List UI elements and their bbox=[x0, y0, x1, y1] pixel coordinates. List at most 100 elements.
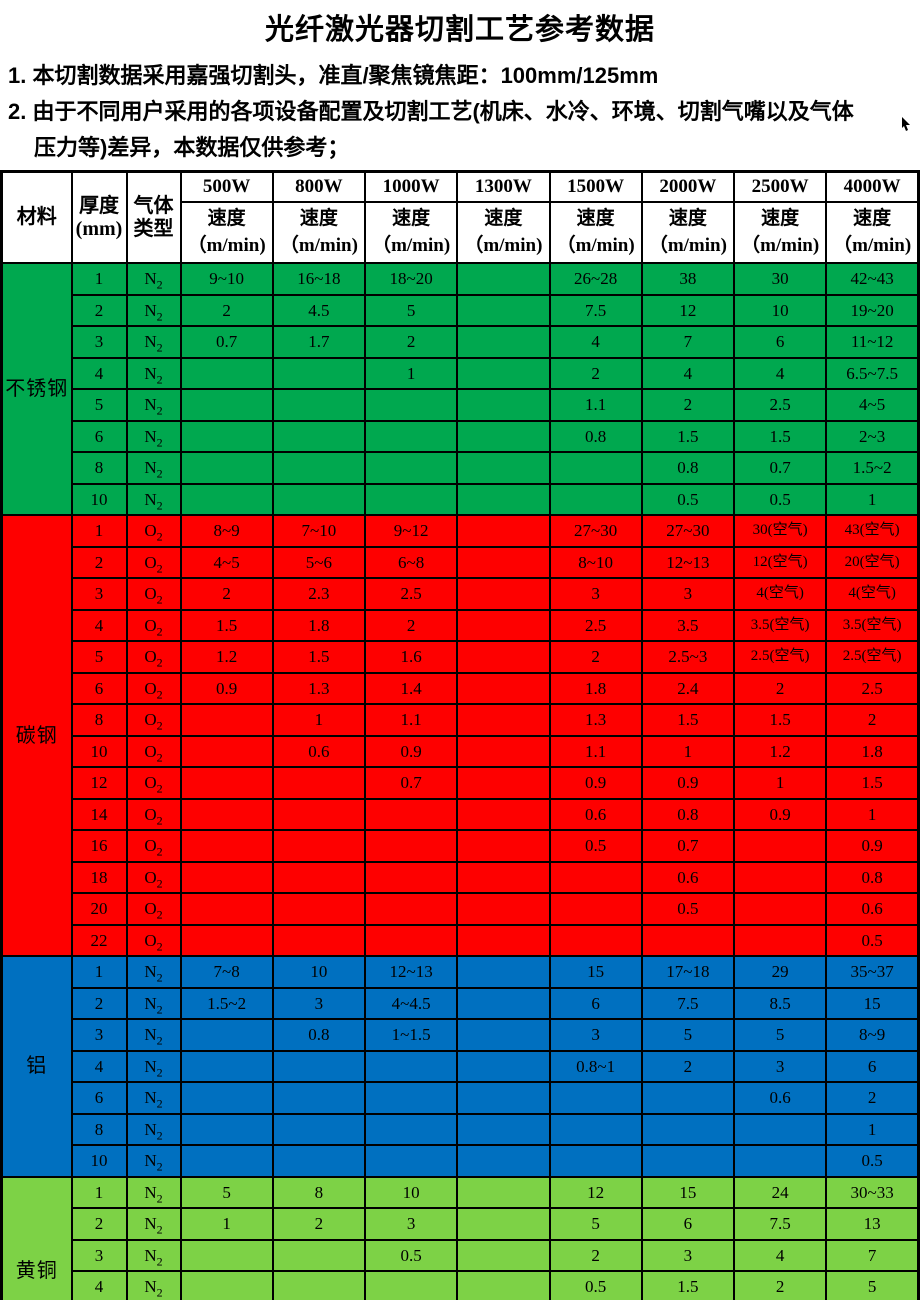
table-row: 16 O2 0.5 0.7 0.9 bbox=[2, 829, 920, 863]
thickness-cell: 2 bbox=[70, 986, 128, 1020]
speed-value-cell bbox=[179, 829, 274, 863]
speed-value-cell: 0.6 bbox=[271, 734, 367, 768]
speed-value-cell bbox=[456, 608, 551, 642]
speed-value-cell: 1.5 bbox=[271, 640, 367, 674]
speed-value-cell: 5 bbox=[548, 1207, 643, 1241]
speed-value-cell: 1.1 bbox=[548, 388, 643, 422]
speed-value-cell: 30~33 bbox=[825, 1175, 920, 1209]
table-row: 2 N2 1 2 3 5 6 7.5 13 bbox=[2, 1207, 920, 1241]
speed-value-cell: 1.5~2 bbox=[825, 451, 920, 485]
table-row: 12 O2 0.7 0.9 0.9 1 1.5 bbox=[2, 766, 920, 800]
speed-value-cell: 0.5 bbox=[732, 482, 828, 516]
speed-value-cell bbox=[271, 892, 367, 926]
speed-value-cell bbox=[456, 766, 551, 800]
speed-value-cell bbox=[271, 356, 367, 390]
speed-value-cell: 0.7 bbox=[640, 829, 736, 863]
thickness-cell: 6 bbox=[70, 419, 128, 453]
header-power: 500W bbox=[179, 170, 274, 203]
speed-value-cell: 3 bbox=[732, 1049, 828, 1083]
speed-value-cell: 10 bbox=[363, 1175, 459, 1209]
speed-value-cell: 2 bbox=[548, 640, 643, 674]
table-row: 10 N2 0.5 bbox=[2, 1144, 920, 1178]
speed-value-cell bbox=[179, 734, 274, 768]
thickness-cell: 6 bbox=[70, 671, 128, 705]
speed-value-cell: 1.5 bbox=[640, 1270, 736, 1300]
table-row: 3 N2 0.7 1.7 2 4 7 6 11~12 bbox=[2, 325, 920, 359]
speed-value-cell bbox=[271, 1049, 367, 1083]
speed-value-cell: 4 bbox=[732, 1238, 828, 1272]
speed-value-cell: 1 bbox=[640, 734, 736, 768]
speed-value-cell: 1.2 bbox=[179, 640, 274, 674]
speed-value-cell bbox=[456, 1270, 551, 1300]
table-row: 3 N2 0.8 1~1.5 3 5 5 8~9 bbox=[2, 1018, 920, 1052]
speed-value-cell: 1.5 bbox=[179, 608, 274, 642]
speed-value-cell: 27~30 bbox=[548, 514, 643, 548]
speed-value-cell: 12 bbox=[548, 1175, 643, 1209]
header-power: 2000W bbox=[640, 170, 736, 203]
gas-cell: N2 bbox=[125, 1018, 182, 1052]
speed-value-cell: 7.5 bbox=[732, 1207, 828, 1241]
speed-value-cell: 1 bbox=[363, 356, 459, 390]
gas-cell: N2 bbox=[125, 1144, 182, 1178]
speed-value-cell: 0.5 bbox=[825, 923, 920, 957]
table-row: 2 O2 4~5 5~6 6~8 8~10 12~13 12(空气) 20(空气) bbox=[2, 545, 920, 579]
thickness-cell: 4 bbox=[70, 608, 128, 642]
gas-cell: N2 bbox=[125, 388, 182, 422]
speed-value-cell bbox=[179, 1270, 274, 1300]
thickness-cell: 4 bbox=[70, 1049, 128, 1083]
speed-value-cell: 15 bbox=[640, 1175, 736, 1209]
table-row: 6 O2 0.9 1.3 1.4 1.8 2.4 2 2.5 bbox=[2, 671, 920, 705]
speed-value-cell: 1.5 bbox=[732, 419, 828, 453]
speed-value-cell: 1 bbox=[732, 766, 828, 800]
table-row: 6 N2 0.8 1.5 1.5 2~3 bbox=[2, 419, 920, 453]
speed-value-cell: 1.1 bbox=[363, 703, 459, 737]
table-row: 碳钢 1 O2 8~9 7~10 9~12 27~30 27~30 30(空气) 43(空气) bbox=[0, 514, 920, 957]
speed-value-cell: 3 bbox=[640, 577, 736, 611]
table-row: 2 N2 2 4.5 5 7.5 12 10 19~20 bbox=[2, 293, 920, 327]
speed-value-cell bbox=[271, 797, 367, 831]
gas-cell: O2 bbox=[125, 766, 182, 800]
speed-value-cell bbox=[271, 419, 367, 453]
speed-value-cell: 2 bbox=[640, 1049, 736, 1083]
speed-value-cell bbox=[363, 829, 459, 863]
header-power: 1500W bbox=[548, 170, 643, 203]
speed-value-cell bbox=[179, 923, 274, 957]
header-row-speed: 速度 （m/min) 速度 （m/min) 速度 （m/min) 速度 （m/min) 速度 （m… bbox=[2, 201, 920, 264]
table-row: 14 O2 0.6 0.8 0.9 1 bbox=[2, 797, 920, 831]
speed-value-cell: 2~3 bbox=[825, 419, 920, 453]
speed-value-cell: 0.7 bbox=[179, 325, 274, 359]
speed-value-cell: 2.5(空气) bbox=[825, 640, 920, 674]
speed-value-cell: 6 bbox=[640, 1207, 736, 1241]
speed-value-cell: 35~37 bbox=[825, 955, 920, 989]
speed-value-cell: 20(空气) bbox=[825, 545, 920, 579]
speed-value-cell bbox=[363, 1270, 459, 1300]
gas-cell: N2 bbox=[125, 1175, 182, 1209]
speed-value-cell: 1.7 bbox=[271, 325, 367, 359]
speed-value-cell bbox=[548, 1081, 643, 1115]
speed-value-cell: 2 bbox=[732, 671, 828, 705]
speed-value-cell: 1.5 bbox=[732, 703, 828, 737]
speed-value-cell bbox=[456, 1238, 551, 1272]
speed-value-cell bbox=[732, 1112, 828, 1146]
speed-value-cell: 2 bbox=[548, 1238, 643, 1272]
speed-value-cell: 26~28 bbox=[548, 262, 643, 296]
speed-value-cell: 9~12 bbox=[363, 514, 459, 548]
note-1: 1. 本切割数据采用嘉强切割头，准直/聚焦镜焦距：100mm/125mm bbox=[8, 63, 659, 88]
page-title: 光纤激光器切割工艺参考数据 bbox=[264, 14, 655, 46]
speed-value-cell: 2 bbox=[179, 577, 274, 611]
speed-value-cell bbox=[363, 1112, 459, 1146]
speed-value-cell: 1.4 bbox=[363, 671, 459, 705]
table-header: 材料 厚度 (mm) 气体 类型 500W 800W 1000W 1300W 1500W 2000W… bbox=[0, 170, 920, 264]
speed-value-cell: 1.3 bbox=[271, 671, 367, 705]
speed-value-cell: 1.2 bbox=[732, 734, 828, 768]
header-power: 800W bbox=[271, 170, 367, 203]
speed-value-cell bbox=[548, 923, 643, 957]
speed-value-cell: 1.5~2 bbox=[179, 986, 274, 1020]
speed-value-cell bbox=[179, 703, 274, 737]
speed-value-cell: 0.9 bbox=[640, 766, 736, 800]
speed-value-cell: 5 bbox=[825, 1270, 920, 1300]
speed-value-cell: 2.5~3 bbox=[640, 640, 736, 674]
speed-value-cell bbox=[271, 766, 367, 800]
speed-value-cell: 4~4.5 bbox=[363, 986, 459, 1020]
speed-value-cell bbox=[456, 923, 551, 957]
